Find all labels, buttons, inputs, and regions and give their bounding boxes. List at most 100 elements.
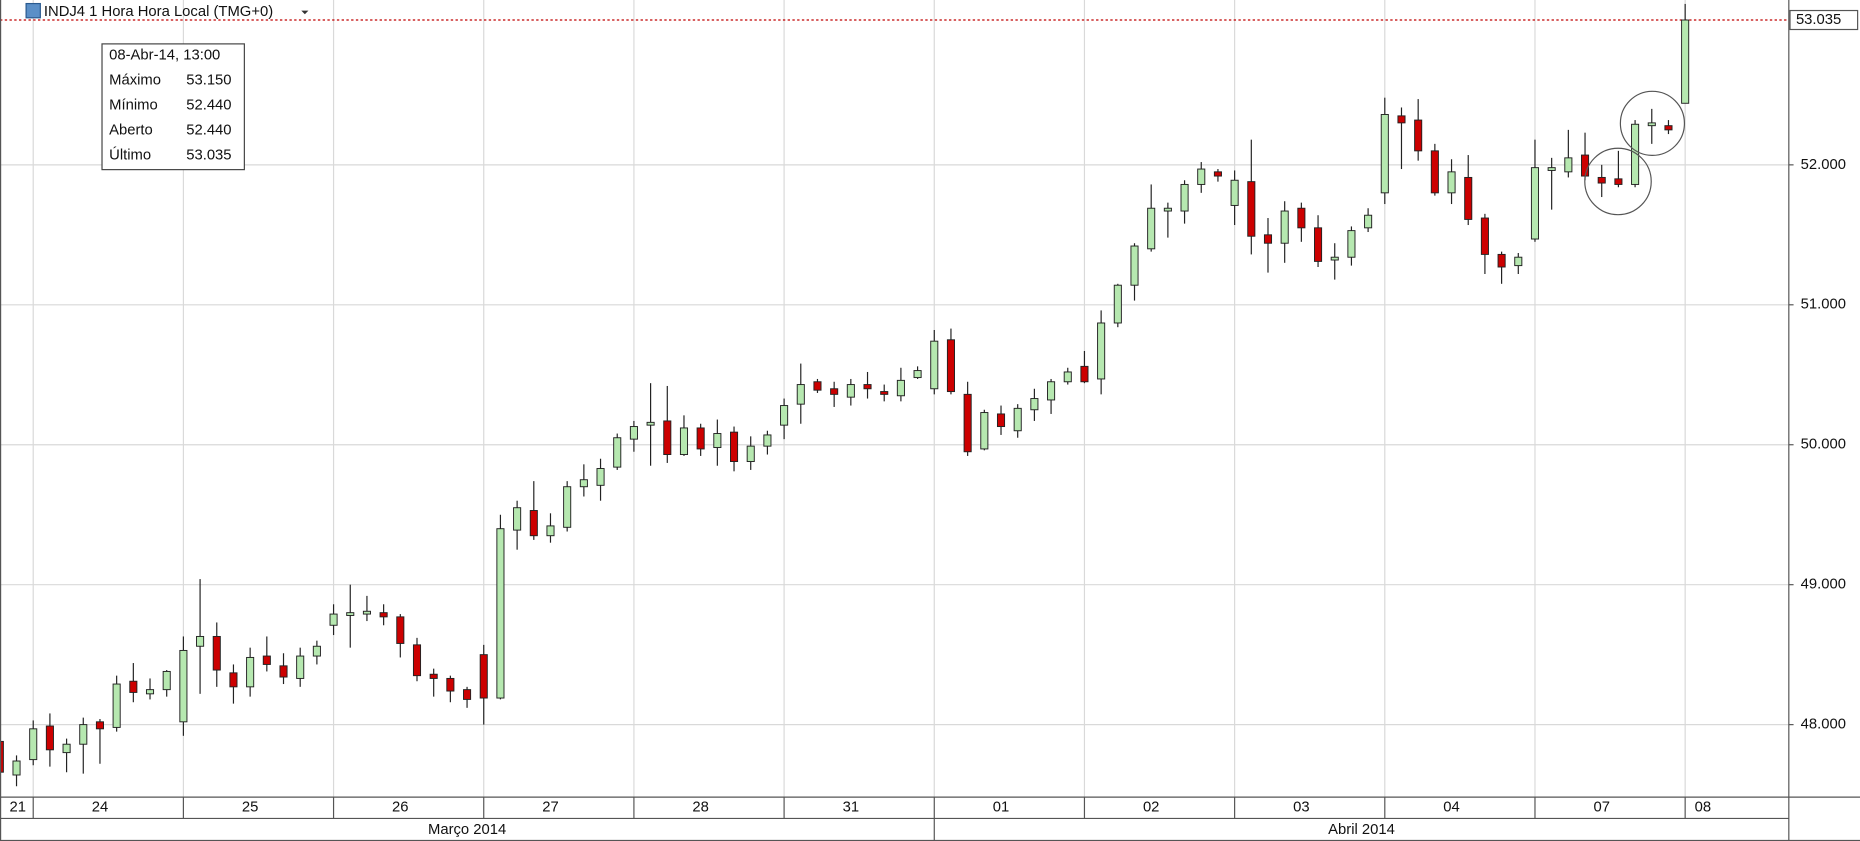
candle-body: [1447, 171, 1456, 194]
candle-body: [896, 379, 905, 397]
chart-title[interactable]: INDJ4 1 Hora Hora Local (TMG+0): [44, 4, 273, 20]
x-tick-label: 31: [843, 800, 859, 816]
candle-body: [296, 655, 305, 679]
candle-body: [1464, 176, 1473, 220]
tooltip-label: Último: [109, 146, 151, 163]
annotation-circle: [1619, 90, 1686, 156]
candle-body: [1430, 150, 1439, 194]
candle-body: [1647, 122, 1656, 127]
candle-body: [1297, 207, 1306, 229]
candle-body: [79, 724, 88, 745]
candle-body: [980, 412, 989, 450]
candle-body: [1497, 253, 1506, 268]
candle-body: [1097, 322, 1106, 380]
candle-body: [596, 468, 605, 486]
candle-body: [346, 612, 355, 616]
candle-body: [629, 426, 638, 440]
candle-body: [396, 616, 405, 644]
candle-body: [963, 393, 972, 453]
candle-body: [1280, 210, 1289, 244]
candle-body: [1030, 398, 1039, 411]
candle-body: [1631, 123, 1640, 185]
x-tick-label: 24: [92, 800, 108, 816]
candle-body: [763, 434, 772, 447]
candle-body: [546, 525, 555, 537]
candle-body: [613, 437, 622, 468]
candle-body: [1247, 181, 1256, 237]
tooltip-box: [101, 43, 245, 171]
y-tick-label: 51.000: [1801, 297, 1846, 313]
candle-body: [162, 670, 171, 691]
candle-body: [796, 384, 805, 405]
month-label: Março 2014: [428, 822, 506, 838]
candle-body: [412, 644, 422, 677]
x-tick-label: 28: [692, 800, 708, 816]
candle-body: [1414, 119, 1423, 152]
x-tick-label: 21: [9, 800, 25, 816]
candle-body: [1213, 171, 1222, 177]
x-tick-label: 03: [1293, 800, 1309, 816]
candle-body: [513, 507, 522, 531]
candle-body: [0, 740, 4, 773]
candle-body: [112, 683, 121, 728]
candle-body: [880, 391, 889, 395]
candle-body: [329, 613, 338, 626]
candle-body: [1263, 234, 1273, 244]
candle-body: [29, 728, 38, 761]
candle-body: [196, 635, 205, 647]
candle-body: [1197, 168, 1206, 185]
candle-body: [1364, 214, 1373, 229]
candle-body: [1347, 230, 1356, 258]
x-tick-label: 02: [1143, 800, 1159, 816]
candle-body: [1681, 19, 1690, 104]
x-tick-label: 01: [993, 800, 1009, 816]
tooltip: 08-Abr-14, 13:00 Máximo 53.150 Mínimo 52…: [101, 43, 245, 171]
tooltip-date: 08-Abr-14, 13:00: [109, 48, 220, 64]
candle-body: [129, 680, 138, 693]
y-tick-label: 48.000: [1801, 717, 1846, 733]
candle-body: [1130, 245, 1139, 286]
candle-body: [45, 725, 54, 751]
candle-body: [362, 610, 371, 615]
candle-body: [1063, 371, 1072, 383]
y-tick-label: 52.000: [1801, 157, 1846, 173]
x-tick-label: 07: [1593, 800, 1609, 816]
tooltip-label: Mínimo: [109, 97, 158, 113]
x-tick-label: 25: [242, 800, 258, 816]
candle-body: [246, 656, 255, 688]
candle-body: [429, 673, 438, 679]
symbol-icon[interactable]: [25, 2, 41, 19]
candle-body: [846, 384, 855, 398]
candle-body: [1580, 154, 1590, 177]
candle-body: [1514, 256, 1523, 267]
candle-body: [996, 413, 1006, 428]
candle-body: [62, 743, 71, 754]
candle-body: [813, 381, 822, 391]
tooltip-value: 52.440: [186, 97, 231, 113]
candle-body: [179, 649, 188, 723]
candle-body: [863, 384, 872, 390]
x-tick-label: 04: [1443, 800, 1459, 816]
month-label: Abril 2014: [1328, 822, 1395, 838]
candle-body: [12, 760, 21, 776]
x-tick-label: 27: [542, 800, 558, 816]
dropdown-arrow[interactable]: [301, 10, 309, 15]
candle-body: [730, 431, 739, 463]
x-tick-label: 26: [392, 800, 408, 816]
candle-body: [913, 370, 922, 379]
candle-body: [1480, 217, 1489, 255]
candle-body: [1180, 183, 1189, 212]
candle-body: [279, 665, 288, 678]
candle-body: [262, 655, 271, 665]
tooltip-value: 52.440: [186, 122, 231, 138]
y-tick-label: 49.000: [1801, 577, 1846, 593]
candle-body: [579, 479, 588, 488]
candle-body: [1530, 167, 1540, 240]
candle-body: [446, 677, 455, 692]
candle-body: [563, 486, 572, 528]
candle-body: [1147, 207, 1156, 250]
candle-body: [1564, 157, 1573, 173]
candle-body: [1664, 125, 1673, 131]
plot-area: [0, 3, 1789, 787]
